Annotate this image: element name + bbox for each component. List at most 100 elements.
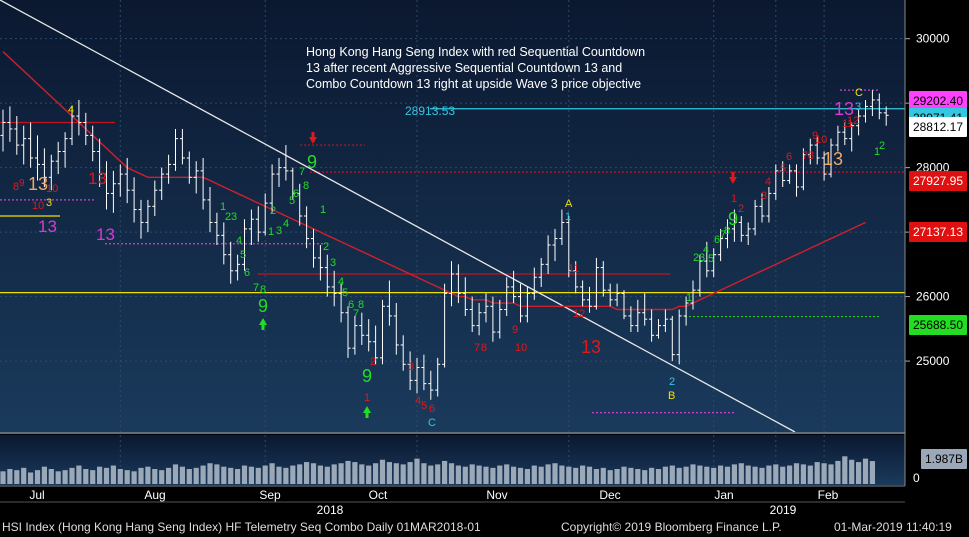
td-count-label: 13 bbox=[823, 149, 843, 169]
td-count-label: 9 bbox=[258, 296, 268, 316]
volume-bar bbox=[766, 465, 772, 484]
td-count-label: 1 bbox=[364, 392, 370, 404]
volume-bar bbox=[400, 464, 406, 484]
td-count-label: 2 bbox=[370, 356, 376, 368]
volume-bar bbox=[842, 456, 848, 484]
td-count-label: 9 bbox=[307, 152, 317, 172]
td-count-label: 5 bbox=[240, 249, 246, 261]
volume-bar bbox=[538, 466, 544, 484]
td-count-label: A bbox=[565, 198, 573, 210]
volume-bar bbox=[476, 465, 482, 484]
volume-bar bbox=[324, 466, 330, 484]
td-count-label: 4 bbox=[415, 395, 421, 407]
volume-bar bbox=[14, 470, 20, 484]
td-count-label: 3 bbox=[855, 101, 861, 113]
annotation-line-1: Hong Kong Hang Seng Index with red Seque… bbox=[306, 45, 645, 59]
volume-bar bbox=[621, 466, 627, 484]
volume-bar bbox=[856, 462, 862, 484]
volume-bar bbox=[628, 467, 634, 484]
annotation-line-3: Combo Countdown 13 right at upside Wave … bbox=[306, 77, 641, 91]
volume-bar bbox=[21, 467, 27, 484]
volume-bar bbox=[379, 459, 386, 484]
volume-bar bbox=[28, 472, 34, 484]
volume-bar bbox=[869, 461, 875, 484]
td-count-label: 8 bbox=[481, 342, 487, 354]
volume-bar bbox=[248, 466, 254, 484]
td-count-label: 4 bbox=[338, 276, 344, 288]
volume-bar bbox=[255, 467, 261, 484]
price-label-box: 27927.95 bbox=[908, 171, 967, 191]
td-count-label: 2 bbox=[669, 376, 675, 388]
td-count-label: 13 bbox=[28, 174, 48, 194]
volume-bar bbox=[545, 464, 551, 484]
gridlines bbox=[0, 0, 905, 485]
td-count-label: 2 bbox=[270, 205, 276, 217]
td-count-label: 3 bbox=[330, 257, 336, 269]
volume-axis-zero: 0 bbox=[913, 471, 920, 485]
volume-bar bbox=[207, 463, 213, 484]
price-label-box: 27137.13 bbox=[908, 222, 967, 242]
volume-bar bbox=[773, 464, 779, 484]
volume-bar bbox=[600, 467, 606, 484]
sell-arrow-icon bbox=[729, 177, 737, 184]
td-count-label: 5 bbox=[342, 287, 348, 299]
td-count-label: 3 bbox=[276, 225, 282, 237]
td-count-label: 9 bbox=[19, 178, 25, 189]
td-count-label: 8 bbox=[358, 299, 364, 311]
volume-bar bbox=[262, 465, 268, 484]
x-axis: Jul Aug Sep Oct Nov Dec Jan Feb 2018 2019 bbox=[0, 485, 905, 517]
td-count-label: 13 bbox=[38, 217, 57, 236]
td-count-label: 7 bbox=[802, 150, 808, 162]
td-count-label: C bbox=[428, 417, 436, 429]
volume-bar bbox=[524, 469, 530, 484]
td-count-label: B bbox=[668, 390, 675, 402]
volume-bar bbox=[97, 466, 103, 484]
volume-bar bbox=[497, 465, 503, 484]
volume-bar bbox=[807, 465, 813, 484]
volume-bar bbox=[835, 460, 841, 484]
x-year-label: 2018 bbox=[317, 503, 344, 517]
volume-bar bbox=[662, 466, 668, 484]
volume-bar bbox=[393, 463, 399, 484]
volume-bar bbox=[435, 464, 441, 484]
volume-bar bbox=[241, 465, 248, 484]
volume-bar bbox=[172, 464, 179, 484]
volume-bar bbox=[738, 463, 744, 484]
volume-bar bbox=[214, 464, 220, 484]
volume-bar bbox=[221, 466, 227, 484]
volume-bar bbox=[304, 462, 310, 484]
downtrend-line bbox=[0, 0, 796, 433]
buy-arrow-icon bbox=[259, 318, 267, 325]
moving-average-line bbox=[2, 51, 866, 311]
td-count-label: 1 bbox=[565, 211, 571, 223]
td-count-label: 1 bbox=[686, 292, 692, 304]
volume-bar bbox=[448, 463, 455, 484]
td-count-label: 8 bbox=[260, 284, 266, 296]
volume-bar bbox=[504, 464, 510, 484]
td-count-label: 1 bbox=[731, 193, 737, 205]
x-month-label: Dec bbox=[599, 488, 620, 502]
volume-bar bbox=[179, 466, 185, 484]
volume-bar bbox=[759, 467, 765, 484]
volume-bar bbox=[345, 460, 351, 484]
volume-bar bbox=[669, 465, 675, 484]
volume-bar bbox=[676, 467, 682, 484]
td-count-label: 13 bbox=[581, 337, 601, 357]
volume-bar bbox=[159, 470, 165, 484]
volume-bar bbox=[338, 463, 344, 484]
volume-bar bbox=[787, 465, 793, 484]
axis-panel bbox=[905, 0, 969, 486]
volume-bar bbox=[55, 471, 61, 484]
volume-bar bbox=[455, 465, 461, 484]
price-label-box: 25688.50 bbox=[908, 315, 967, 335]
td-count-label: 3 bbox=[46, 197, 52, 209]
volume-bar bbox=[103, 467, 110, 484]
footer-copyright: Copyright© 2019 Bloomberg Finance L.P. bbox=[561, 520, 782, 534]
footer: HSI Index (Hong Kong Hang Seng Index) HF… bbox=[0, 517, 969, 537]
footer-timestamp: 01-Mar-2019 11:40:19 bbox=[834, 520, 952, 534]
volume-bar bbox=[511, 466, 517, 484]
y-tick-label: 26000 bbox=[916, 290, 950, 304]
td-count-label: 2 bbox=[323, 241, 329, 253]
td-count-label: 1 bbox=[268, 226, 274, 238]
td-count-label: 4 bbox=[68, 104, 74, 116]
